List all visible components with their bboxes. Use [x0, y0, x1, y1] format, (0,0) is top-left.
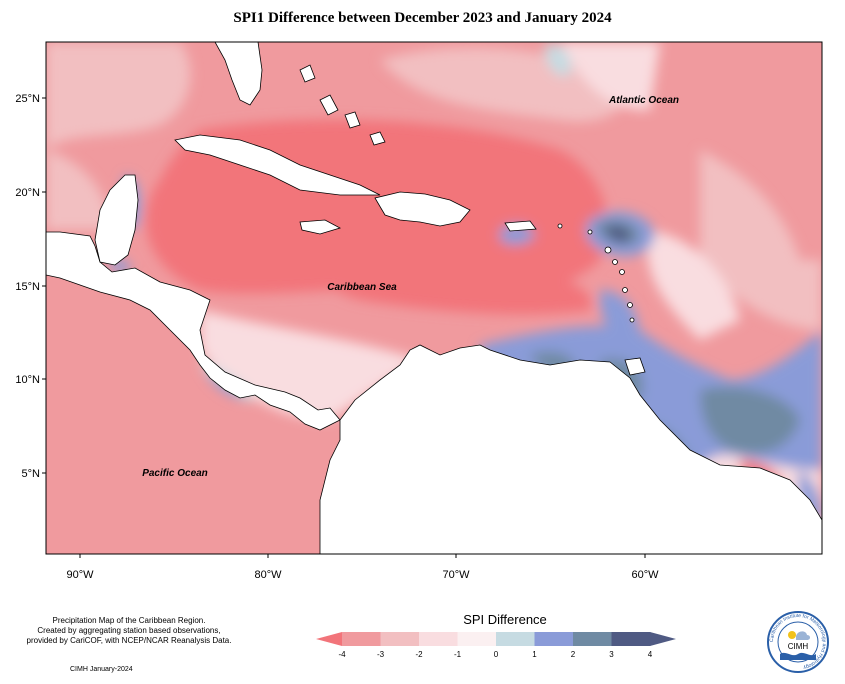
waves-icon — [780, 652, 816, 660]
colorbar-swatch — [342, 632, 381, 646]
colorbar-swatch — [380, 632, 420, 646]
axis-ticks — [42, 97, 646, 558]
credits-line-2: Created by aggregating station based obs… — [37, 626, 221, 635]
colorbar-tick-label: -4 — [338, 650, 346, 659]
lat-label-20n: 20°N — [15, 187, 40, 199]
colorbar-tick-label: 4 — [648, 650, 653, 659]
colorbar-swatch — [496, 632, 535, 646]
lon-label-90w: 90°W — [66, 569, 94, 581]
cimh-date: CIMH January-2024 — [70, 666, 133, 673]
lat-label-10n: 10°N — [15, 374, 40, 386]
cloud-icon — [796, 631, 810, 640]
colorbar-tick-label: 1 — [532, 650, 537, 659]
legend-title: SPI Difference — [463, 612, 547, 627]
credits-line-1: Precipitation Map of the Caribbean Regio… — [52, 616, 206, 625]
colorbar-tick-label: 3 — [609, 650, 614, 659]
credits-line-3: provided by CariCOF, with NCEP/NCAR Rean… — [26, 636, 232, 645]
pacific-ocean-label: Pacific Ocean — [142, 468, 208, 479]
colorbar-tick-label: 2 — [571, 650, 576, 659]
caribbean-sea-label: Caribbean Sea — [327, 282, 397, 293]
logo-text: CIMH — [788, 642, 809, 651]
lat-label-15n: 15°N — [15, 281, 40, 293]
colorbar-tick-label: -2 — [415, 650, 423, 659]
colorbar-tick-label: 0 — [494, 650, 499, 659]
lon-label-60w: 60°W — [631, 569, 659, 581]
land-outlines — [46, 42, 822, 554]
colorbar-upper-extension — [650, 632, 676, 646]
lon-label-70w: 70°W — [442, 569, 470, 581]
colorbar-swatch — [419, 632, 458, 646]
lon-label-80w: 80°W — [254, 569, 282, 581]
colorbar-swatch — [457, 632, 497, 646]
colorbar-tick-label: -3 — [377, 650, 385, 659]
lat-label-25n: 25°N — [15, 93, 40, 105]
atlantic-ocean-label: Atlantic Ocean — [608, 95, 679, 106]
colorbar-lower-extension — [316, 632, 342, 646]
colorbar-tick-label: -1 — [454, 650, 462, 659]
lat-label-5n: 5°N — [22, 468, 41, 480]
cimh-logo: Caribbean Institute for Meteorology and … — [767, 611, 829, 673]
credits-block: Precipitation Map of the Caribbean Regio… — [14, 616, 244, 646]
colorbar-swatch — [534, 632, 574, 646]
colorbar-swatch — [573, 632, 612, 646]
map-frame — [45, 41, 823, 555]
colorbar-swatch — [611, 632, 651, 646]
spi-difference-field — [46, 42, 822, 554]
sun-icon — [788, 631, 796, 639]
spi-colorbar: -4 -3 -2 -1 0 1 2 3 4 — [316, 632, 676, 659]
map-title: SPI1 Difference between December 2023 an… — [233, 10, 612, 26]
